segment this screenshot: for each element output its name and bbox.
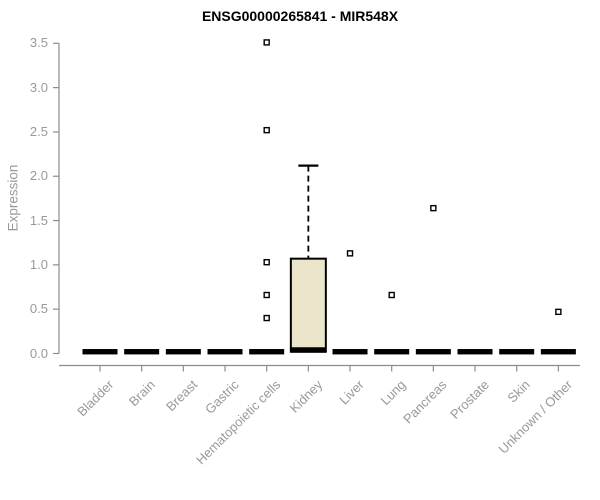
chart-title: ENSG00000265841 - MIR548X	[201, 8, 399, 24]
y-axis-tick-label: 1.0	[29, 256, 48, 272]
y-axis-tick-label: 3.5	[29, 35, 48, 51]
y-axis-tick-label: 1.5	[29, 212, 48, 228]
y-axis-tick-label: 2.5	[29, 123, 48, 139]
y-axis-tick-label: 0.0	[29, 345, 48, 361]
y-axis-tick-label: 3.0	[29, 79, 48, 95]
y-axis-tick-label: 2.0	[29, 168, 48, 184]
y-axis-tick-label: 0.5	[29, 301, 48, 317]
